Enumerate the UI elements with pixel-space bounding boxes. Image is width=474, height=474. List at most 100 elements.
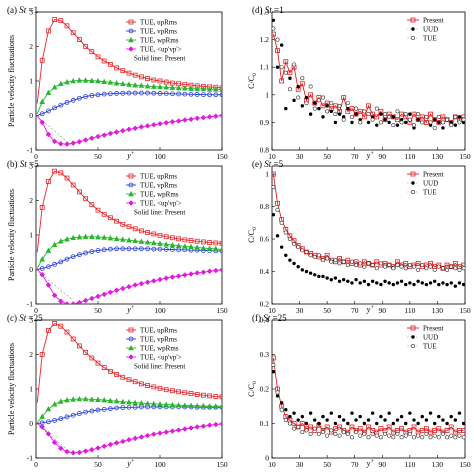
data-point xyxy=(416,267,421,272)
data-point xyxy=(283,230,288,235)
data-point xyxy=(182,237,188,243)
y-axis-label: C/C0 xyxy=(247,381,258,397)
data-point xyxy=(108,215,113,221)
data-point xyxy=(362,109,367,114)
data-point xyxy=(212,267,219,274)
data-point xyxy=(457,411,462,415)
legend-marker xyxy=(128,182,134,188)
x-axis-label: y+ xyxy=(126,305,135,314)
legend-label: TUE, wpRms xyxy=(140,345,179,353)
data-point xyxy=(337,279,342,283)
data-point xyxy=(200,402,207,409)
data-point xyxy=(113,287,120,294)
legend-label: UUD xyxy=(423,26,438,34)
data-point xyxy=(182,85,188,91)
data-point xyxy=(188,91,194,97)
data-point xyxy=(375,123,379,127)
data-point xyxy=(89,93,95,98)
y-tick-label: 0.3 xyxy=(260,350,270,359)
data-point xyxy=(182,402,188,408)
data-point xyxy=(313,418,317,422)
panel-title: (d) St =1 xyxy=(252,5,284,15)
data-point xyxy=(395,281,400,285)
data-point xyxy=(300,104,305,108)
y-tick-label: 0.6 xyxy=(260,235,270,244)
data-point xyxy=(403,261,409,266)
data-point xyxy=(70,301,77,304)
x-tick-label: 70 xyxy=(351,306,359,315)
data-point xyxy=(77,189,82,195)
data-point xyxy=(126,246,132,252)
data-point xyxy=(358,281,362,285)
data-point xyxy=(207,393,213,399)
data-point xyxy=(379,414,383,419)
data-point xyxy=(52,417,57,423)
data-point xyxy=(169,241,176,248)
y-tick-label: 2 xyxy=(29,350,33,359)
data-point xyxy=(358,414,362,419)
data-point xyxy=(349,106,355,111)
data-point xyxy=(362,431,367,436)
data-point xyxy=(213,240,219,246)
data-point xyxy=(188,116,194,123)
series-upRms xyxy=(36,168,222,253)
data-point xyxy=(126,81,132,87)
data-point xyxy=(169,118,176,125)
series-uud xyxy=(272,213,465,288)
data-point xyxy=(113,398,120,404)
x-tick-label: 30 xyxy=(296,152,304,161)
data-point xyxy=(200,245,207,251)
data-point xyxy=(219,266,222,273)
data-point xyxy=(64,23,70,29)
data-point xyxy=(46,28,51,34)
data-point xyxy=(436,120,442,125)
data-point xyxy=(51,439,58,446)
data-point xyxy=(39,266,45,271)
data-point xyxy=(39,413,45,419)
data-point xyxy=(119,127,126,134)
data-point xyxy=(284,106,288,111)
data-point xyxy=(64,256,70,262)
data-point xyxy=(329,259,334,264)
data-point xyxy=(308,253,313,258)
data-point xyxy=(138,74,144,80)
data-point xyxy=(324,424,330,430)
legend-note: Solid line: Present xyxy=(134,55,185,63)
data-point xyxy=(39,204,45,210)
legend-label: TUE, upRms xyxy=(140,327,177,335)
x-tick-label: 50 xyxy=(94,152,102,161)
data-point xyxy=(169,428,176,434)
data-point xyxy=(337,414,342,419)
data-point xyxy=(39,424,46,430)
data-point xyxy=(188,238,194,243)
data-point xyxy=(46,108,51,114)
data-point xyxy=(411,424,417,430)
data-point xyxy=(83,44,88,49)
data-point xyxy=(95,396,101,402)
data-point xyxy=(292,62,297,67)
data-point xyxy=(345,257,351,263)
data-point xyxy=(391,115,396,119)
legend-marker xyxy=(410,190,415,195)
data-point xyxy=(395,123,400,127)
data-point xyxy=(432,433,437,438)
series-tue xyxy=(272,26,465,130)
x-tick-label: 150 xyxy=(216,152,228,161)
data-point xyxy=(108,246,113,252)
data-point xyxy=(138,246,144,252)
data-point xyxy=(300,430,305,435)
data-point xyxy=(57,298,64,304)
data-point xyxy=(132,82,138,88)
data-point xyxy=(383,112,388,117)
data-point xyxy=(145,246,151,252)
y-tick-label: 0.2 xyxy=(260,300,270,309)
data-point xyxy=(157,91,163,96)
data-point xyxy=(157,385,163,391)
data-point xyxy=(341,277,346,282)
data-point xyxy=(219,420,222,427)
data-point xyxy=(378,261,383,266)
data-point xyxy=(138,124,145,130)
series-uv xyxy=(36,420,222,456)
data-point xyxy=(337,433,342,438)
data-point xyxy=(200,392,206,398)
